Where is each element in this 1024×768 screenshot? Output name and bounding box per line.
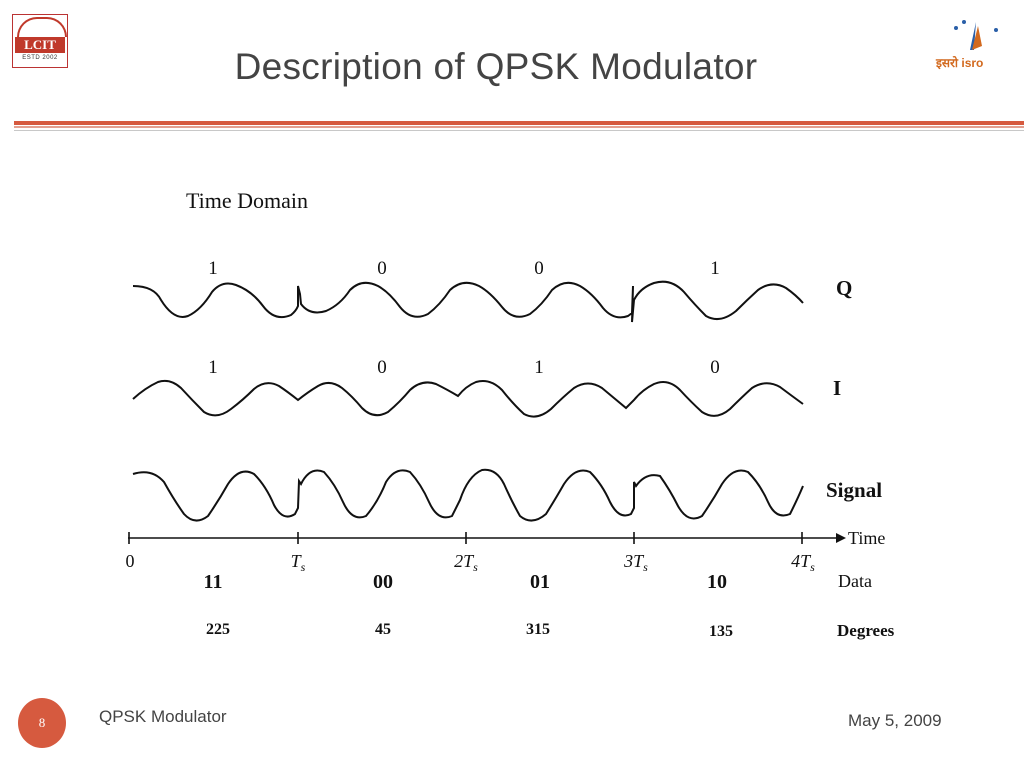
diagram-heading: Time Domain [186,188,308,213]
page-title: Description of QPSK Modulator [234,46,758,87]
data-row-label: Data [838,571,872,591]
i-bit-4: 0 [710,357,720,378]
i-bit-2: 0 [377,357,387,378]
q-bit-2: 0 [377,258,387,279]
tick-label-3: 3Ts [623,551,648,574]
logo-text: LCIT [15,37,65,53]
tick-label-4: 4Ts [791,551,815,574]
degrees-value-3: 315 [526,621,550,638]
header-rule-light [14,126,1024,128]
degrees-value-1: 225 [206,621,230,638]
q-bit-1: 1 [208,258,218,279]
i-waveform [132,379,804,418]
signal-waveform [132,468,804,522]
isro-rocket-icon [954,20,998,50]
i-bit-1: 1 [208,357,218,378]
q-row-label: Q [836,276,852,300]
data-value-2: 00 [373,571,393,593]
signal-row-label: Signal [826,478,882,502]
tick-label-1: Ts [291,551,306,574]
page-number-badge: 8 [18,698,66,748]
time-axis-arrow-icon [836,533,846,543]
footer-date: May 5, 2009 [848,711,942,730]
i-bit-3: 1 [534,357,544,378]
q-bit-3: 0 [534,258,544,279]
degrees-value-2: 45 [375,621,391,638]
header-rule [14,121,1024,125]
data-value-1: 11 [204,571,223,593]
data-value-3: 01 [530,571,550,593]
degrees-row-label: Degrees [837,621,895,640]
isro-logo: इसरो isro [930,16,1010,76]
logo-est: ESTD 2002 [22,55,58,61]
footer-title: QPSK Modulator [99,707,227,726]
isro-logo-text: इसरो isro [936,56,984,70]
data-value-4: 10 [707,571,727,593]
lcit-logo: LCIT ESTD 2002 [12,14,68,68]
q-waveform [132,280,804,323]
time-axis-label: Time [848,528,885,548]
tick-label-2: 2Ts [454,551,478,574]
degrees-value-4: 135 [709,623,733,640]
i-row-label: I [833,376,841,400]
q-bit-4: 1 [710,258,720,279]
tick-label-0: 0 [126,551,135,571]
header-rule-grey [14,130,1024,131]
